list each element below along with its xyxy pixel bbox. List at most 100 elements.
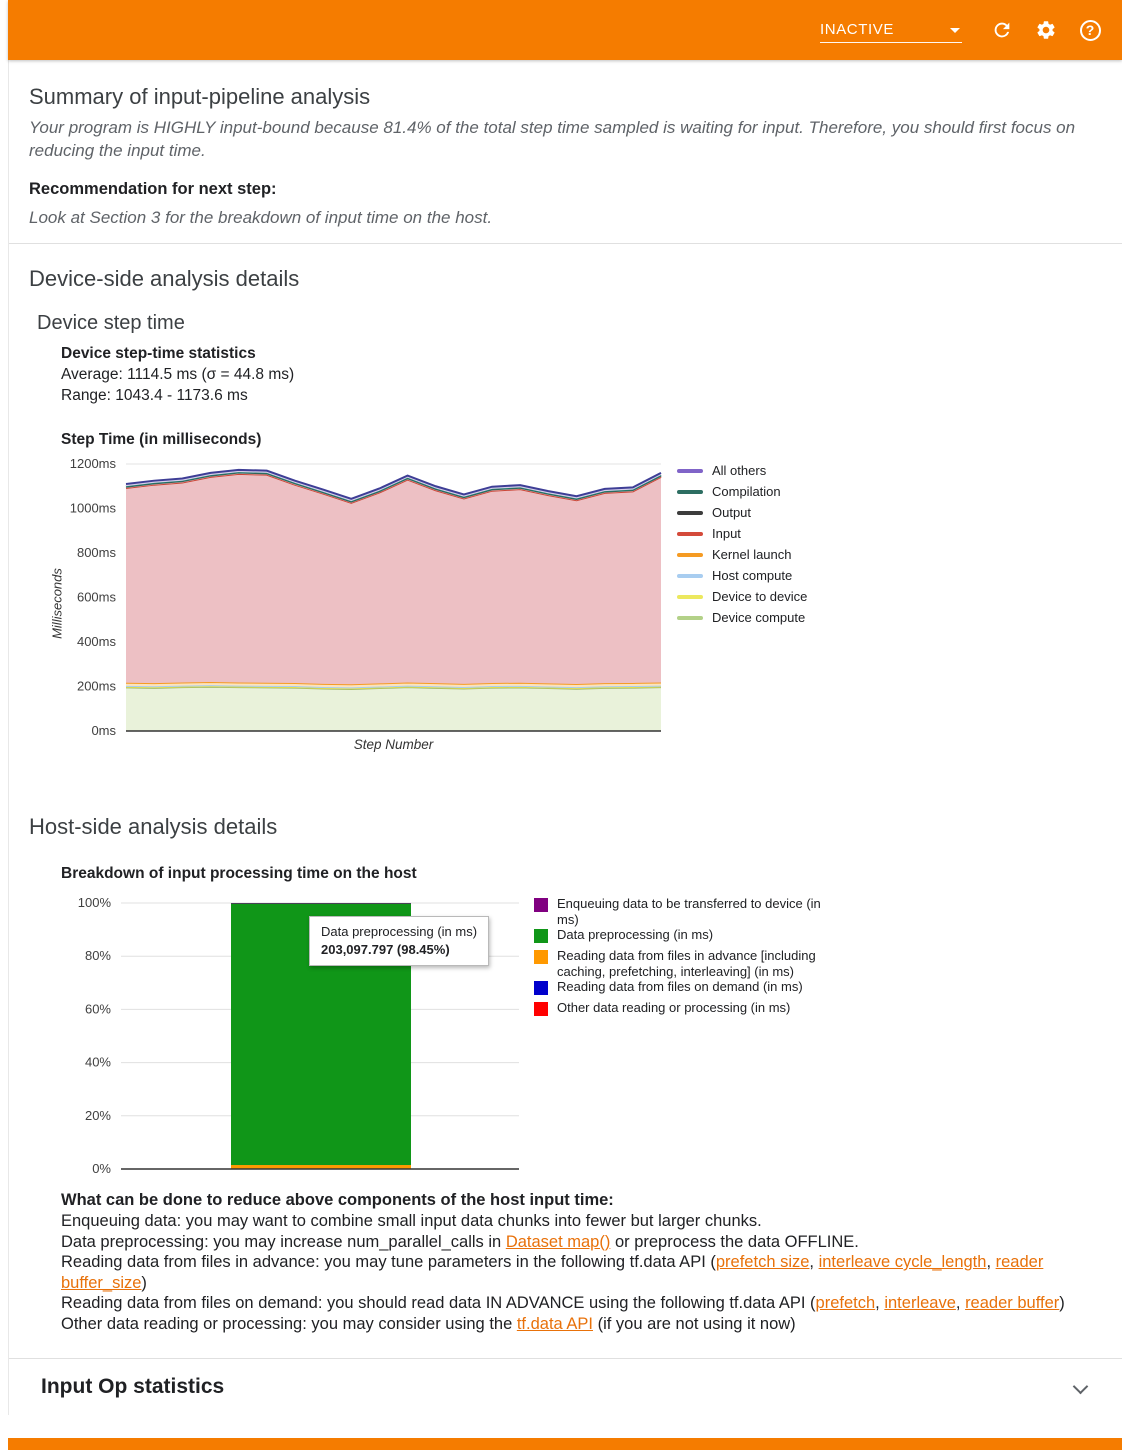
- host-section-title: Host-side analysis details: [29, 814, 278, 839]
- svg-text:40%: 40%: [85, 1055, 111, 1070]
- svg-text:400ms: 400ms: [77, 634, 117, 649]
- device-step-time-title: Device step time: [37, 312, 185, 334]
- legend-label: Enqueuing data to be transferred to devi…: [557, 896, 821, 927]
- chevron-down-icon: [950, 28, 960, 33]
- doc-link[interactable]: prefetch: [815, 1294, 876, 1312]
- step-time-chart[interactable]: 0ms 200ms 400ms 600ms 800ms 1000ms 1200ms Mill…: [29, 454, 1122, 764]
- capture-status-select[interactable]: INACTIVE: [820, 17, 962, 43]
- legend-label: Kernel launch: [712, 546, 792, 562]
- legend-label: Other data reading or processing (in ms): [557, 1000, 791, 1015]
- help-icon[interactable]: ?: [1078, 18, 1102, 42]
- advice-line: Reading data from files on demand: you s…: [61, 1293, 1079, 1314]
- device-step-time-stats: Device step-time statistics Average: 111…: [61, 343, 1122, 406]
- doc-link[interactable]: tf.data API: [516, 1314, 593, 1333]
- recommendation-text: Look at Section 3 for the breakdown of i…: [29, 208, 493, 227]
- chart-tooltip: Data preprocessing (in ms) 203,097.797 (…: [309, 916, 490, 966]
- recommendation-label: Recommendation for next step:: [29, 180, 277, 198]
- legend-label: All others: [712, 462, 767, 478]
- advice-title: What can be done to reduce above compone…: [61, 1191, 614, 1209]
- legend-swatch: [677, 531, 703, 536]
- x-axis-title: Step Number: [353, 737, 434, 752]
- host-breakdown-chart-title: Breakdown of input processing time on th…: [61, 865, 417, 882]
- input-op-statistics-title: Input Op statistics: [41, 1375, 225, 1398]
- host-advice-lines: Enqueuing data: you may want to combine …: [61, 1211, 1079, 1334]
- legend-item: Kernel launch: [677, 544, 807, 565]
- stats-range: Range: 1043.4 - 1173.6 ms: [61, 387, 248, 404]
- summary-section: Summary of input-pipeline analysis Your …: [9, 60, 1122, 243]
- advice-line: Reading data from files in advance: you …: [61, 1252, 1079, 1293]
- input-op-statistics-section[interactable]: Input Op statistics: [9, 1359, 1122, 1415]
- advice-text: ,: [875, 1294, 885, 1312]
- toolbar-actions: INACTIVE ?: [820, 0, 1102, 60]
- legend-label: Input: [712, 525, 741, 541]
- summary-title: Summary of input-pipeline analysis: [29, 84, 371, 109]
- legend-swatch: [677, 594, 703, 599]
- gear-icon[interactable]: [1034, 18, 1058, 42]
- svg-text:20%: 20%: [85, 1108, 111, 1123]
- status-label: INACTIVE: [820, 21, 894, 38]
- legend-swatch: [677, 615, 703, 620]
- svg-text:60%: 60%: [85, 1001, 111, 1016]
- refresh-icon[interactable]: [990, 18, 1014, 42]
- doc-link[interactable]: reader buffer: [965, 1294, 1060, 1312]
- legend-item: Other data reading or processing (in ms): [534, 1000, 834, 1021]
- advice-text: ): [1059, 1294, 1065, 1312]
- legend-item: Output: [677, 502, 807, 523]
- doc-link[interactable]: interleave: [884, 1294, 956, 1312]
- doc-link[interactable]: prefetch size: [715, 1253, 810, 1271]
- legend-swatch: [677, 573, 703, 578]
- legend-swatch: [677, 510, 703, 515]
- legend-label: Compilation: [712, 483, 781, 499]
- doc-link[interactable]: interleave cycle_length: [818, 1253, 987, 1271]
- legend-label: Reading data from files in advance [incl…: [557, 948, 816, 979]
- legend-item: Host compute: [677, 565, 807, 586]
- legend-item: Reading data from files on demand (in ms…: [534, 979, 834, 1000]
- step-time-chart-title: Step Time (in milliseconds): [61, 431, 262, 448]
- legend-label: Device to device: [712, 588, 808, 604]
- tooltip-series-name: Data preprocessing (in ms): [321, 924, 478, 939]
- host-breakdown-chart-legend: Enqueuing data to be transferred to devi…: [534, 896, 834, 1021]
- section-divider: [9, 1358, 1122, 1359]
- section-divider: [9, 243, 1122, 244]
- svg-text:0ms: 0ms: [91, 723, 116, 738]
- tooltip-value: 203,097.797 (98.45%): [321, 942, 450, 957]
- legend-item: Reading data from files in advance [incl…: [534, 948, 834, 979]
- device-analysis-section: Device-side analysis details Device step…: [9, 244, 1122, 784]
- legend-swatch: [677, 552, 703, 557]
- legend-label: Data preprocessing (in ms): [557, 927, 714, 942]
- legend-label: Host compute: [712, 567, 793, 583]
- device-section-title: Device-side analysis details: [29, 266, 300, 291]
- main-content: Summary of input-pipeline analysis Your …: [8, 60, 1122, 1415]
- legend-swatch: [534, 1002, 548, 1016]
- advice-text: ,: [809, 1253, 819, 1271]
- legend-item: Data preprocessing (in ms): [534, 927, 834, 948]
- advice-text: Data preprocessing: you may increase num…: [61, 1232, 506, 1251]
- svg-text:80%: 80%: [85, 948, 111, 963]
- doc-link[interactable]: reader buffer_size: [61, 1253, 1044, 1292]
- legend-swatch: [677, 489, 703, 494]
- advice-line: Enqueuing data: you may want to combine …: [61, 1211, 1079, 1232]
- legend-label: Output: [712, 504, 752, 520]
- advice-text: Enqueuing data: you may want to combine …: [61, 1212, 762, 1230]
- svg-text:100%: 100%: [78, 895, 112, 910]
- svg-text:0%: 0%: [92, 1161, 111, 1176]
- advice-text: ,: [986, 1253, 996, 1271]
- legend-item: Compilation: [677, 481, 807, 502]
- step-time-chart-legend: All others Compilation Output Input Kernel l…: [677, 460, 807, 628]
- legend-item: Input: [677, 523, 807, 544]
- legend-swatch: [534, 898, 548, 912]
- host-breakdown-chart[interactable]: 0% 20% 40% 60% 80% 100% Enqueuing data to be …: [29, 890, 1122, 1190]
- advice-text: Reading data from files in advance: you …: [61, 1253, 716, 1271]
- bottom-bar: [8, 1438, 1122, 1450]
- svg-text:200ms: 200ms: [77, 679, 117, 694]
- doc-link[interactable]: Dataset map(): [505, 1232, 611, 1251]
- svg-text:800ms: 800ms: [77, 545, 117, 560]
- summary-body: Your program is HIGHLY input-bound becau…: [29, 118, 1076, 160]
- advice-text: (if you are not using it now): [592, 1314, 796, 1333]
- legend-label: Reading data from files on demand (in ms…: [557, 979, 803, 994]
- legend-item: All others: [677, 460, 807, 481]
- host-analysis-section: Host-side analysis details Breakdown of …: [9, 784, 1122, 1358]
- svg-text:600ms: 600ms: [77, 590, 117, 605]
- svg-text:1200ms: 1200ms: [70, 456, 117, 471]
- legend-item: Device to device: [677, 586, 807, 607]
